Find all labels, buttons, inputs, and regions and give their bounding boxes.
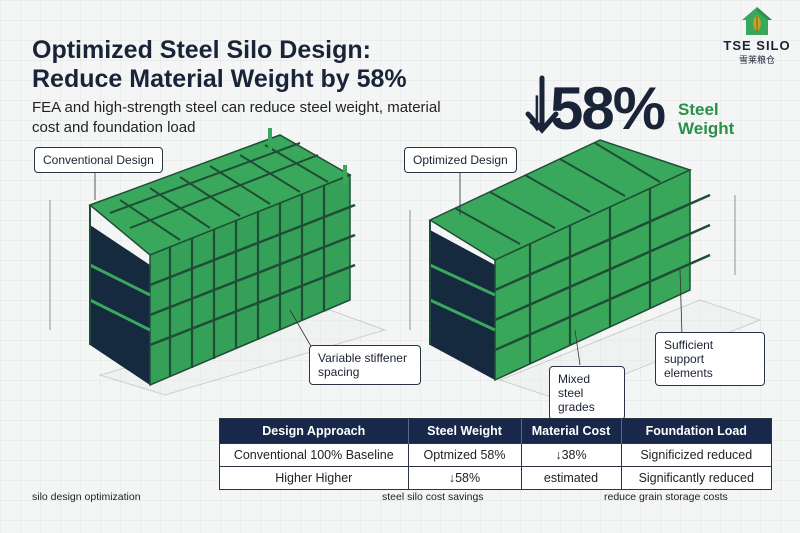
table-cell: Significized reduced [621, 442, 771, 466]
footer-keyword-right: reduce grain storage costs [604, 491, 728, 503]
callout-variable-stiffener: Variable stiffener spacing [309, 345, 421, 385]
callout-mixed-steel: Mixed steel grades [549, 366, 625, 420]
table-row: Conventional 100% Baseline Optmized 58% … [220, 442, 771, 466]
callout-conventional: Conventional Design [34, 147, 163, 173]
column-header: Steel Weight [408, 419, 522, 443]
table-cell: Significantly reduced [621, 465, 771, 489]
conventional-silo-frame [88, 128, 356, 387]
callout-optimized: Optimized Design [404, 147, 517, 173]
down-arrow-icon [525, 75, 559, 134]
logo-subtext: 雪莱粮仓 [738, 55, 775, 65]
optimized-silo-frame [428, 139, 711, 382]
table-cell: Conventional 100% Baseline [220, 442, 409, 466]
footer-keyword-left: silo design optimization [32, 491, 141, 503]
table-cell: estimated [521, 465, 622, 489]
table-header-row: Design Approach Steel Weight Material Co… [220, 419, 771, 443]
logo-name: TSE SILO [723, 38, 791, 53]
reduction-stat: ↓58% [522, 75, 666, 142]
comparison-table: Design Approach Steel Weight Material Co… [219, 418, 772, 490]
table-cell: ↓38% [521, 442, 622, 466]
house-leaf-icon [742, 7, 772, 35]
table-row: Higher Higher ↓58% estimated Significant… [220, 465, 771, 489]
page-subtitle: FEA and high-strength steel can reduce s… [32, 99, 441, 136]
footer-keyword-center: steel silo cost savings [382, 491, 484, 503]
reduction-stat-label: Steel Weight [678, 100, 735, 138]
table-cell: Higher Higher [220, 465, 409, 489]
column-header: Foundation Load [621, 419, 771, 443]
table-cell: Optmized 58% [408, 442, 522, 466]
callout-sufficient-support: Sufficient support elements [655, 332, 765, 386]
page-title: Optimized Steel Silo Design: Reduce Mate… [32, 36, 407, 93]
table-cell: ↓58% [408, 465, 522, 489]
column-header: Design Approach [220, 419, 409, 443]
brand-logo: TSE SILO 雪莱粮仓 [718, 4, 796, 65]
column-header: Material Cost [521, 419, 622, 443]
